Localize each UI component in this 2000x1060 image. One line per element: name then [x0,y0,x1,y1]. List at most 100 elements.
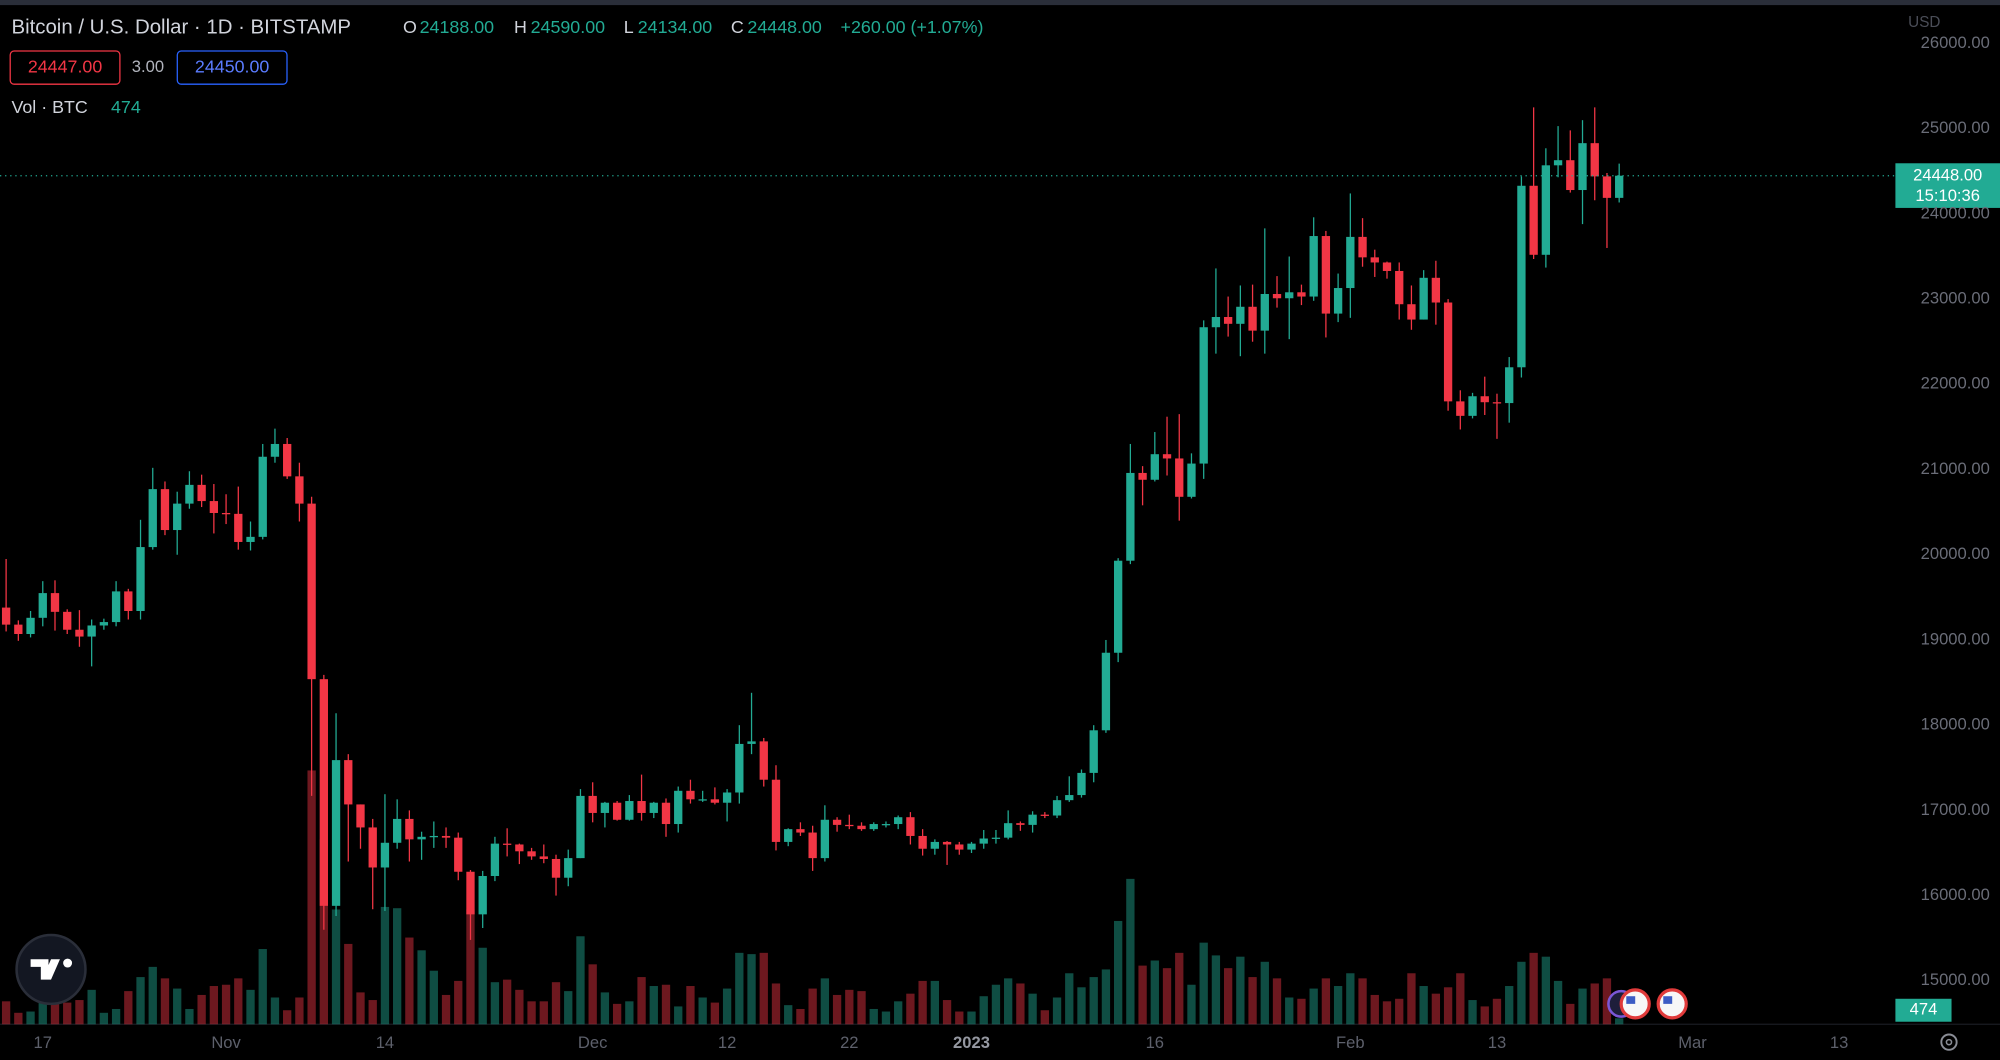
candle-body [1578,143,1587,191]
volume-bar [1028,993,1037,1025]
volume-bar [319,839,328,1025]
candle-body [551,858,561,878]
x-tick-label: 13 [1830,1033,1848,1052]
candle-body [1382,262,1392,271]
volume-bar [14,1012,23,1025]
volume-bar [283,1010,292,1025]
bid-box[interactable] [9,50,121,85]
candle-body [1297,292,1306,297]
candle-body [1223,316,1233,324]
volume-bar [1297,998,1306,1025]
candle-body [50,593,60,612]
candle-body [1052,800,1062,816]
volume-bar [1223,968,1233,1025]
tradingview-logo[interactable] [15,933,87,1006]
candle-body [283,443,292,477]
candle-body [1395,270,1404,305]
candle-body [1333,288,1343,314]
volume-bar [270,997,280,1025]
candle-body [515,844,524,852]
candle-body [1113,560,1123,653]
candle-body [796,829,805,833]
volume-bar [698,997,707,1025]
candle-body [955,844,964,850]
volume-bar [894,1001,903,1025]
volume-bar [1419,986,1428,1025]
top-border [0,0,2000,6]
candle-body [87,625,96,637]
volume-bar [710,1002,720,1025]
candle-body [295,476,304,504]
candle-body [1260,293,1269,331]
candle-body [881,824,891,826]
volume-bar [1126,878,1135,1025]
volume-bar [1529,952,1538,1025]
ask-box[interactable] [176,50,288,85]
candle-body [1566,160,1575,191]
event-icons[interactable] [1607,988,1688,1020]
volume-value: 474 [111,97,141,117]
volume-bar [857,991,866,1025]
candle-body [588,795,597,813]
candle-body [808,832,817,859]
candle-body [1590,143,1599,177]
volume-bar [1578,988,1587,1025]
y-tick-label: 17000.00 [1921,800,1990,819]
candle-body [63,611,72,630]
volume-bar [441,994,451,1025]
currency[interactable]: USD [1908,14,1940,31]
volume-bar [1101,969,1111,1025]
volume-bar [405,937,414,1025]
candle-body [393,818,402,843]
candle-body [1321,236,1331,314]
candle-body [784,829,793,842]
volume-bar [771,983,781,1025]
ohlc-key: C [731,17,744,37]
volume-bar [148,966,157,1025]
countdown: 15:10:36 [1915,186,1980,205]
change: +260.00 (+1.07%) [841,17,984,37]
candle-body [1272,293,1282,299]
candle-body [1175,458,1184,497]
candle-body [1126,472,1135,561]
y-tick-label: 23000.00 [1921,288,1990,307]
y-tick-label: 26000.00 [1921,33,1990,52]
candle-body [1028,814,1037,825]
candle-body [979,838,988,844]
candle-body [1456,401,1465,416]
candle-body [1505,367,1514,404]
volume-bar [1468,1000,1477,1025]
candle-body [99,622,109,626]
volume-bar [160,978,170,1025]
volume-bar [1370,994,1379,1025]
candle-body [221,512,231,515]
candle-body [1199,327,1208,464]
candle-body [686,790,695,800]
candle-body [1309,236,1318,297]
settings-icon[interactable] [1940,1033,1958,1051]
volume-bar [991,984,1001,1025]
volume-bar [38,997,47,1025]
candle-body [356,804,365,828]
volume-bar [1590,983,1599,1025]
candle-body [1004,823,1013,838]
candle-body [1615,175,1624,198]
ohlc-key: H [514,17,527,37]
volume-bar [1187,984,1196,1025]
candle-body [1101,652,1111,731]
candle-body [564,858,573,878]
volume-bar [234,978,243,1025]
candle-body [759,741,768,780]
y-tick-label: 21000.00 [1921,459,1990,478]
candle-body [185,484,194,504]
candle-body [1492,402,1502,404]
candle-body [111,591,121,623]
volume-bar [307,770,316,1025]
candle-body [832,819,842,825]
candle-body [26,617,35,634]
candle-body [600,802,610,813]
volume-bar [466,909,475,1025]
volume-bar [747,954,756,1025]
candle-body [1248,306,1257,331]
